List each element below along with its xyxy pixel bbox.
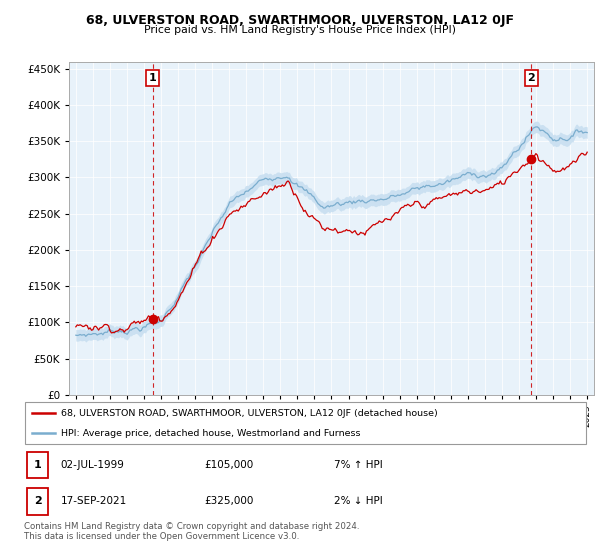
Text: 2: 2 xyxy=(527,73,535,83)
Text: 1: 1 xyxy=(149,73,157,83)
Text: £325,000: £325,000 xyxy=(205,496,254,506)
Text: HPI: Average price, detached house, Westmorland and Furness: HPI: Average price, detached house, West… xyxy=(61,429,360,438)
Text: 17-SEP-2021: 17-SEP-2021 xyxy=(61,496,127,506)
FancyBboxPatch shape xyxy=(25,403,586,444)
Text: 68, ULVERSTON ROAD, SWARTHMOOR, ULVERSTON, LA12 0JF: 68, ULVERSTON ROAD, SWARTHMOOR, ULVERSTO… xyxy=(86,14,514,27)
Text: 7% ↑ HPI: 7% ↑ HPI xyxy=(334,460,383,470)
Text: Price paid vs. HM Land Registry's House Price Index (HPI): Price paid vs. HM Land Registry's House … xyxy=(144,25,456,35)
Text: 2% ↓ HPI: 2% ↓ HPI xyxy=(334,496,383,506)
Text: 68, ULVERSTON ROAD, SWARTHMOOR, ULVERSTON, LA12 0JF (detached house): 68, ULVERSTON ROAD, SWARTHMOOR, ULVERSTO… xyxy=(61,409,437,418)
Text: 2: 2 xyxy=(34,496,41,506)
Text: 02-JUL-1999: 02-JUL-1999 xyxy=(61,460,125,470)
Text: £105,000: £105,000 xyxy=(205,460,254,470)
FancyBboxPatch shape xyxy=(27,488,48,515)
FancyBboxPatch shape xyxy=(27,451,48,478)
Text: 1: 1 xyxy=(34,460,41,470)
Text: Contains HM Land Registry data © Crown copyright and database right 2024.
This d: Contains HM Land Registry data © Crown c… xyxy=(24,522,359,542)
